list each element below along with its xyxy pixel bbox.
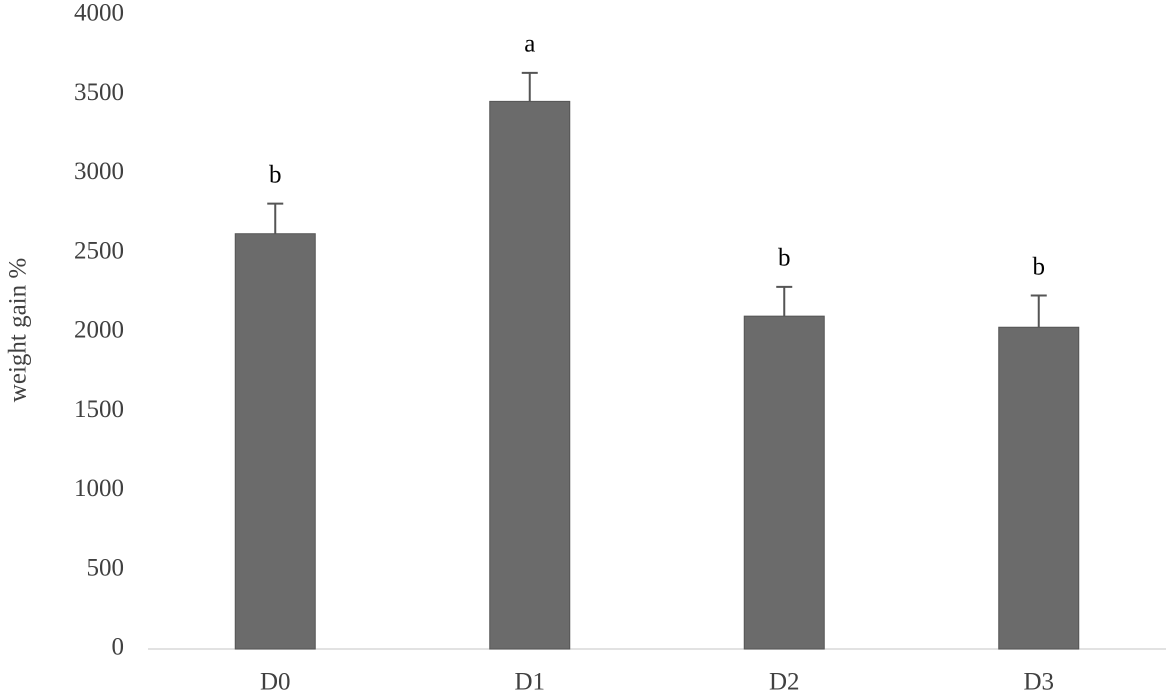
error-bar [776, 285, 793, 317]
error-bar [521, 71, 538, 102]
y-tick-label: 2500 [74, 237, 124, 264]
y-tick-label: 500 [87, 554, 125, 581]
y-tick-label: 2000 [74, 317, 124, 344]
bar [743, 315, 825, 650]
y-tick-label: 0 [112, 634, 125, 661]
error-bar [1030, 294, 1047, 328]
y-axis-label: weight gain % [5, 258, 32, 402]
x-tick-label: D0 [260, 669, 291, 696]
y-tick-label: 3500 [74, 79, 124, 106]
significance-letter: b [1033, 253, 1046, 280]
bar [998, 326, 1080, 650]
significance-letter: b [778, 245, 791, 272]
x-tick-label: D3 [1023, 669, 1054, 696]
x-tick-label: D2 [769, 669, 800, 696]
y-tick-label: 3000 [74, 158, 124, 185]
significance-letter: b [269, 161, 282, 188]
bar [234, 233, 316, 650]
y-tick-label: 4000 [74, 0, 124, 27]
significance-letter: a [524, 31, 535, 58]
y-tick-label: 1500 [74, 396, 124, 423]
error-bar [267, 202, 284, 234]
bar [489, 100, 571, 650]
y-tick-label: 1000 [74, 475, 124, 502]
x-tick-label: D1 [514, 669, 545, 696]
